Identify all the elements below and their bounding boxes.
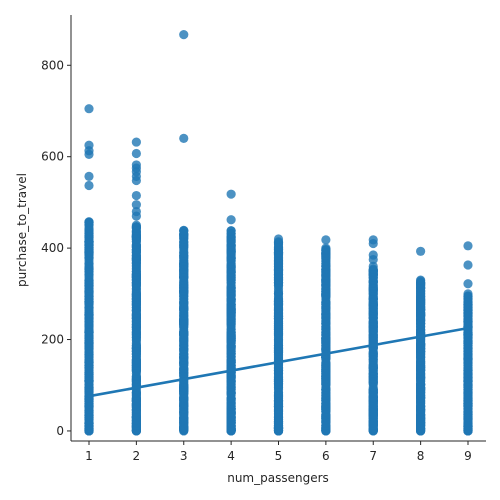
data-point: [463, 289, 473, 299]
data-point: [463, 241, 473, 251]
x-tick-label: 7: [369, 449, 377, 463]
data-point: [368, 235, 378, 245]
data-point: [416, 275, 426, 285]
data-point: [321, 235, 331, 245]
y-tick-label: 0: [56, 424, 64, 438]
x-tick-label: 5: [275, 449, 283, 463]
data-point: [368, 250, 378, 260]
x-tick-label: 6: [322, 449, 330, 463]
data-point: [131, 206, 141, 217]
data-point: [463, 260, 473, 270]
data-point: [226, 189, 236, 199]
data-point: [321, 245, 331, 255]
regression-line: [87, 326, 470, 398]
data-point: [463, 279, 473, 289]
x-tick-label: 9: [464, 449, 472, 463]
data-point: [131, 220, 141, 230]
data-point: [416, 246, 426, 256]
data-point: [84, 104, 94, 114]
x-tick-label: 3: [180, 449, 188, 463]
points-layer: [84, 30, 473, 436]
data-point: [179, 30, 189, 40]
data-point: [131, 160, 141, 170]
data-point: [84, 171, 94, 181]
data-point: [226, 215, 236, 225]
x-axis-label: num_passengers: [227, 471, 329, 485]
x-tick-label: 4: [227, 449, 235, 463]
data-point: [179, 133, 189, 144]
data-point: [84, 140, 94, 150]
y-tick-label: 600: [41, 150, 64, 164]
y-tick-label: 800: [41, 58, 64, 72]
axes-layer: 1 2 3 4 5 6 7 8 9 0 200 400 600 800: [41, 15, 486, 463]
data-point: [131, 148, 141, 159]
y-tick-label: 400: [41, 241, 64, 255]
x-tick-label: 8: [417, 449, 425, 463]
data-point: [273, 234, 284, 244]
data-point: [131, 200, 141, 210]
data-point: [179, 226, 189, 236]
data-point: [131, 137, 141, 147]
y-tick-label: 200: [41, 333, 64, 347]
data-point: [368, 261, 378, 271]
x-tick-label: 2: [133, 449, 141, 463]
data-point: [131, 190, 141, 201]
data-point: [84, 217, 94, 228]
data-point: [226, 226, 236, 236]
y-axis-label: purchase_to_travel: [15, 173, 29, 287]
x-tick-label: 1: [85, 449, 93, 463]
regression-layer: [87, 326, 470, 398]
data-point: [84, 180, 94, 191]
